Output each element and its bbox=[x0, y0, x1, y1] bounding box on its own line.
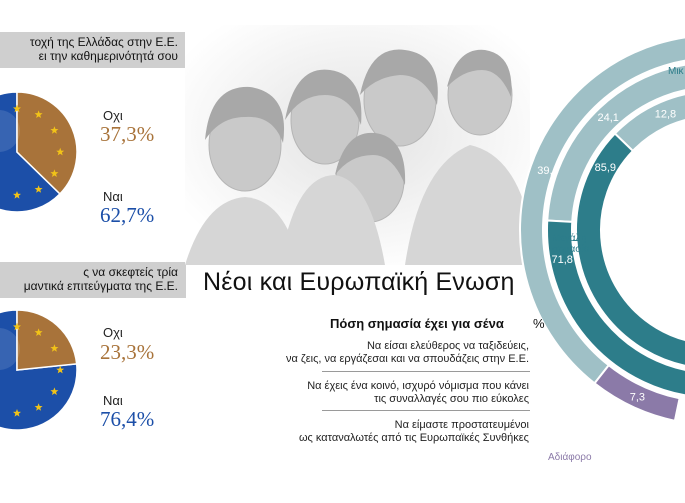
item-currency-line1: Να έχεις ένα κοινό, ισχυρό νόμισμα που κ… bbox=[307, 380, 529, 392]
item-travel-line1: Να είσαι ελεύθερος να ταξιδεύεις, bbox=[366, 340, 529, 352]
pie2-banner-line1: ς να σκεφτείς τρία bbox=[83, 265, 178, 279]
item-travel-line2: να ζεις, να εργάζεσαι και να σπουδάζεις … bbox=[286, 353, 529, 365]
pie2-no-value: 23,3% bbox=[100, 340, 155, 364]
pie1-eu-star-icon bbox=[50, 169, 59, 177]
ring-label-small: 39,4 bbox=[537, 165, 558, 177]
pie2-eu-star-icon bbox=[13, 409, 21, 417]
pie1-no-value: 37,3% bbox=[100, 122, 155, 146]
ring-label-indifferent: 7,3 bbox=[630, 391, 645, 403]
divider bbox=[322, 371, 530, 372]
pie1-slice-yes bbox=[0, 91, 62, 213]
ring-chart bbox=[519, 36, 685, 423]
pie2-eu-star-icon bbox=[34, 328, 43, 336]
pie1-yes-label: Ναι bbox=[103, 189, 123, 204]
legend-megali-line2: σημασία bbox=[552, 244, 590, 255]
pie2-eu-star-icon bbox=[50, 344, 59, 352]
ring-label-small: 24,1 bbox=[597, 112, 618, 124]
pie2-banner-line2: μαντικά επιτεύγματα της Ε.Ε. bbox=[23, 279, 178, 293]
pie-chart-1 bbox=[0, 91, 78, 213]
item-consumer-line2: ως καταναλωτές από τις Ευρωπαϊκές Συνθήκ… bbox=[298, 432, 529, 444]
pie1-eu-star-icon bbox=[34, 110, 43, 118]
ring-segment-big-importance bbox=[575, 132, 685, 367]
pie2-eu-star-icon bbox=[34, 403, 43, 411]
ring-label-big: 71,8 bbox=[552, 254, 573, 266]
ring-segment-small-importance bbox=[519, 36, 685, 385]
pie1-no-label: Οχι bbox=[103, 108, 123, 123]
percent-unit: % bbox=[533, 316, 545, 331]
pie-chart-2 bbox=[0, 309, 78, 431]
item-currency-line2: τις συναλλαγές σου πιο εύκολες bbox=[374, 393, 529, 405]
pie2-banner: ς να σκεφτείς τρία μαντικά επιτεύγματα τ… bbox=[0, 262, 186, 298]
ring-value-labels: 39,47,324,171,84,112,885,91,3 bbox=[537, 109, 676, 404]
pie2-eu-star-icon bbox=[56, 365, 65, 374]
pie1-banner-line2: ει την καθημερινότητά σου bbox=[38, 49, 178, 63]
pie1-banner: τοχή της Ελλάδας στην Ε.Ε. ει την καθημε… bbox=[0, 32, 186, 68]
pie2-eu-star-icon bbox=[13, 322, 21, 331]
pie1-eu-star-icon bbox=[13, 104, 21, 113]
pie1-eu-star-icon bbox=[13, 191, 21, 199]
question-heading: Πόση σημασία έχει για σένα bbox=[330, 316, 504, 331]
pie1-eu-star-icon bbox=[50, 126, 59, 134]
pie2-yes-label: Ναι bbox=[103, 393, 123, 408]
ring-segment-small-importance bbox=[546, 63, 685, 223]
pie1-highlight bbox=[0, 110, 20, 152]
ring-label-big: 85,9 bbox=[595, 162, 616, 174]
ring-segment-small-importance bbox=[613, 93, 685, 153]
pie2-slice-yes bbox=[0, 309, 78, 431]
item-travel: Να είσαι ελεύθερος να ταξιδεύεις, να ζει… bbox=[286, 340, 529, 366]
pie2-slice-no bbox=[16, 309, 78, 371]
pie2-highlight bbox=[0, 328, 20, 370]
pie1-eu-star-icon bbox=[56, 147, 65, 156]
legend-mikri: Μικ bbox=[668, 66, 684, 77]
legend-megali: Μεγάλη σημασία bbox=[552, 233, 589, 255]
pie2-eu-star-icon bbox=[50, 387, 59, 395]
item-currency: Να έχεις ένα κοινό, ισχυρό νόμισμα που κ… bbox=[307, 380, 529, 406]
pie1-slice-no bbox=[16, 91, 78, 195]
divider bbox=[322, 410, 530, 411]
pie1-eu-star-icon bbox=[34, 185, 43, 193]
page-title: Νέοι και Ευρωπαϊκή Ενωση bbox=[203, 268, 515, 296]
item-consumer: Να είμαστε προστατευμένοι ως καταναλωτές… bbox=[299, 419, 529, 445]
ring-segment-big-importance bbox=[546, 219, 685, 397]
pie2-yes-value: 76,4% bbox=[100, 407, 155, 431]
pie1-yes-value: 62,7% bbox=[100, 203, 155, 227]
ring-segment-indifferent bbox=[593, 363, 681, 423]
ring-label-small: 12,8 bbox=[655, 109, 676, 121]
item-consumer-line1: Να είμαστε προστατευμένοι bbox=[394, 419, 529, 431]
pie2-no-label: Οχι bbox=[103, 325, 123, 340]
young-people-photo bbox=[185, 25, 530, 265]
legend-megali-line1: Μεγάλη bbox=[552, 233, 587, 244]
pie1-banner-line1: τοχή της Ελλάδας στην Ε.Ε. bbox=[29, 35, 178, 49]
legend-megali-leader bbox=[573, 240, 595, 241]
legend-adiaforo: Αδιάφορο bbox=[548, 452, 592, 463]
